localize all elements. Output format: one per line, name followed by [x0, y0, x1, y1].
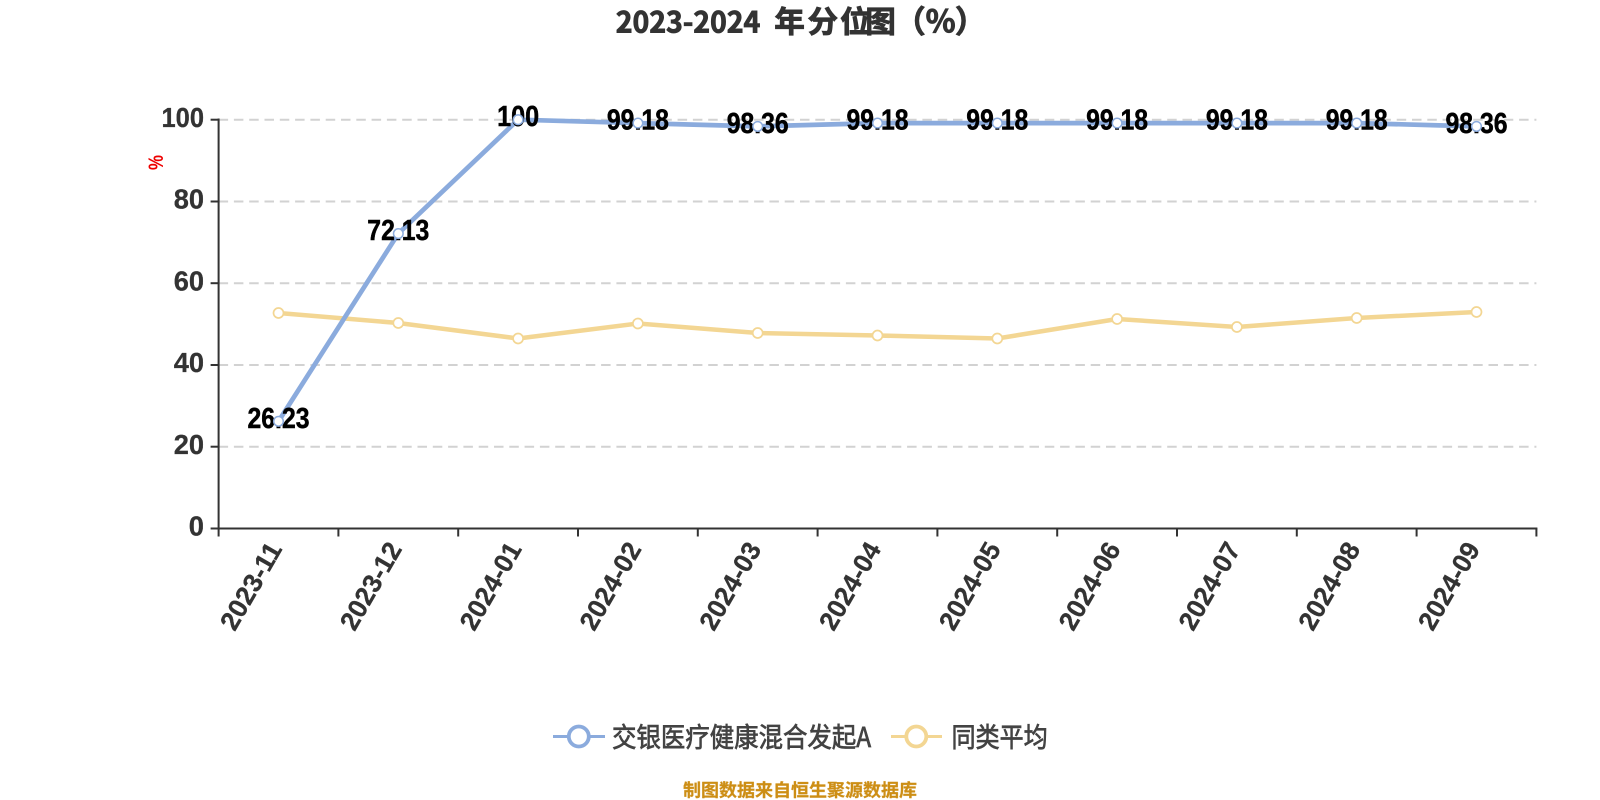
svg-text:100: 100 — [162, 102, 205, 133]
svg-text:72.13: 72.13 — [367, 215, 429, 247]
svg-text:0: 0 — [189, 511, 204, 542]
svg-text:2024-06: 2024-06 — [1053, 537, 1127, 635]
svg-text:2024-03: 2024-03 — [693, 537, 767, 635]
svg-text:%: % — [144, 155, 168, 170]
svg-text:40: 40 — [174, 347, 204, 378]
svg-text:2024-07: 2024-07 — [1172, 537, 1246, 635]
svg-text:2024-02: 2024-02 — [573, 537, 647, 635]
svg-text:20: 20 — [174, 429, 204, 460]
svg-text:60: 60 — [174, 265, 204, 296]
svg-text:80: 80 — [174, 184, 204, 215]
svg-text:2024-01: 2024-01 — [454, 537, 528, 635]
svg-text:2023-12: 2023-12 — [334, 537, 408, 635]
svg-text:2023-11: 2023-11 — [214, 537, 288, 635]
svg-text:2024-05: 2024-05 — [933, 537, 1007, 635]
svg-text:2024-09: 2024-09 — [1412, 537, 1486, 635]
svg-text:99.18: 99.18 — [847, 105, 909, 137]
svg-text:100: 100 — [497, 101, 539, 133]
svg-text:99.18: 99.18 — [1206, 105, 1268, 137]
svg-text:2024-04: 2024-04 — [813, 537, 887, 635]
svg-text:2024-08: 2024-08 — [1292, 537, 1366, 635]
